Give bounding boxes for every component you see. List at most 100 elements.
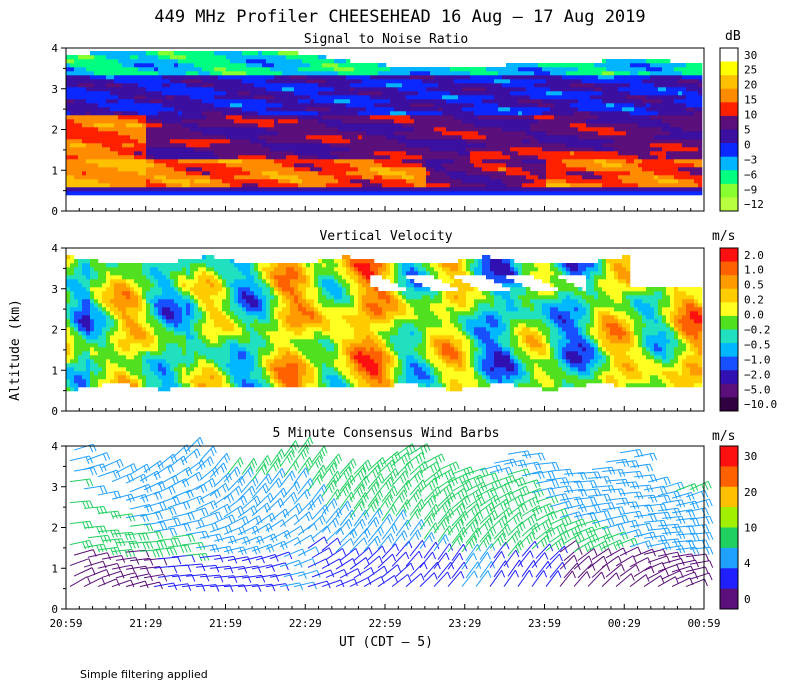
snr-cell	[634, 191, 639, 196]
snr-cell	[82, 115, 87, 120]
snr-cell	[382, 159, 387, 164]
snr-cell	[494, 175, 499, 180]
snr-cell	[558, 63, 563, 68]
snr-cell	[578, 107, 583, 112]
snr-cell	[126, 59, 131, 64]
snr-cell	[118, 171, 123, 176]
snr-cell	[166, 183, 171, 188]
snr-cell	[602, 79, 607, 84]
snr-cell	[494, 183, 499, 188]
snr-cell	[350, 183, 355, 188]
snr-cell	[266, 139, 271, 144]
snr-cell	[410, 123, 415, 128]
snr-cell	[202, 71, 207, 76]
snr-cell	[150, 63, 155, 68]
snr-cell	[382, 99, 387, 104]
snr-cell	[338, 131, 343, 136]
snr-cell	[482, 67, 487, 72]
snr-cell	[530, 91, 535, 96]
snr-cell	[250, 135, 255, 140]
snr-cell	[142, 55, 147, 60]
snr-cell	[646, 79, 651, 84]
snr-cell	[198, 99, 203, 104]
snr-cell	[338, 167, 343, 172]
snr-cell	[550, 151, 555, 156]
snr-cell	[322, 131, 327, 136]
snr-cell	[590, 103, 595, 108]
snr-cell	[130, 151, 135, 156]
snr-cell	[146, 119, 151, 124]
snr-cell	[574, 151, 579, 156]
snr-cell	[206, 111, 211, 116]
snr-cell	[274, 63, 279, 68]
snr-cell	[182, 135, 187, 140]
snr-cell	[342, 87, 347, 92]
snr-cell	[482, 91, 487, 96]
snr-cell	[226, 147, 231, 152]
snr-cell	[178, 63, 183, 68]
snr-cell	[618, 79, 623, 84]
snr-cell	[434, 79, 439, 84]
snr-cell	[206, 63, 211, 68]
snr-cell	[334, 135, 339, 140]
snr-cell	[454, 123, 459, 128]
snr-cell	[110, 151, 115, 156]
snr-cell	[142, 79, 147, 84]
snr-cell	[458, 71, 463, 76]
snr-cell	[442, 111, 447, 116]
snr-cell	[514, 127, 519, 132]
snr-cell	[218, 87, 223, 92]
snr-cell	[382, 155, 387, 160]
snr-cell	[430, 163, 435, 168]
snr-cell	[550, 191, 555, 196]
snr-cell	[142, 191, 147, 196]
snr-cell	[410, 159, 415, 164]
snr-cell	[518, 147, 523, 152]
snr-cell	[282, 191, 287, 196]
snr-cell	[254, 159, 259, 164]
snr-cell	[162, 95, 167, 100]
snr-cell	[462, 163, 467, 168]
snr-cell	[466, 103, 471, 108]
snr-cell	[94, 63, 99, 68]
snr-cell	[282, 63, 287, 68]
snr-cell	[626, 83, 631, 88]
snr-cell	[430, 123, 435, 128]
snr-cell	[98, 175, 103, 180]
snr-cell	[390, 175, 395, 180]
snr-cell	[318, 115, 323, 120]
snr-cell	[646, 191, 651, 196]
snr-cell	[314, 87, 319, 92]
snr-cell	[190, 155, 195, 160]
snr-cell	[186, 63, 191, 68]
snr-cell	[290, 55, 295, 60]
snr-cell	[378, 131, 383, 136]
snr-cell	[182, 107, 187, 112]
snr-cell	[642, 115, 647, 120]
snr-cell	[110, 83, 115, 88]
snr-cell	[250, 131, 255, 136]
snr-cell	[74, 179, 79, 184]
snr-cell	[574, 107, 579, 112]
snr-cell	[86, 83, 91, 88]
snr-cell	[598, 67, 603, 72]
snr-cell	[286, 59, 291, 64]
snr-cell	[382, 179, 387, 184]
snr-cell	[438, 103, 443, 108]
snr-cell	[614, 135, 619, 140]
snr-cell	[478, 115, 483, 120]
snr-cell	[218, 171, 223, 176]
snr-cell	[418, 103, 423, 108]
snr-cell	[186, 91, 191, 96]
snr-cell	[266, 171, 271, 176]
snr-cell	[218, 159, 223, 164]
snr-cell	[310, 115, 315, 120]
snr-cell	[554, 155, 559, 160]
snr-cell	[514, 191, 519, 196]
snr-cell	[118, 79, 123, 84]
snr-cell	[486, 91, 491, 96]
snr-cell	[226, 87, 231, 92]
snr-cell	[322, 179, 327, 184]
snr-cell	[130, 51, 135, 56]
snr-cell	[350, 71, 355, 76]
